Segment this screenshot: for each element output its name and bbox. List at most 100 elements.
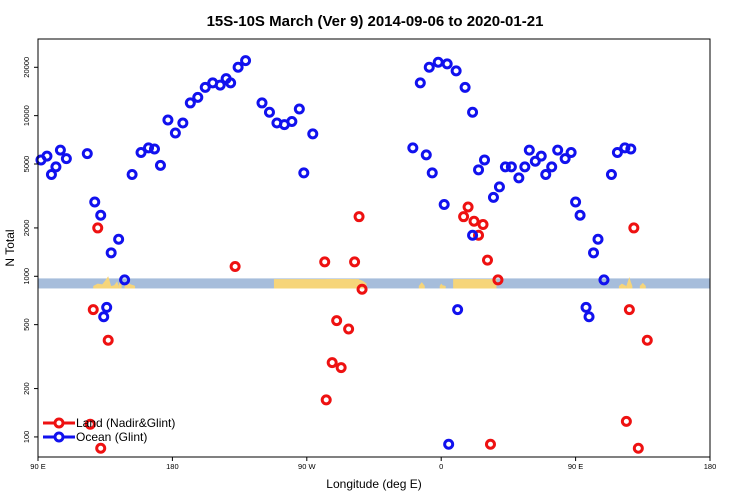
data-point bbox=[441, 58, 453, 70]
data-point bbox=[335, 362, 347, 374]
legend-label: Land (Nadir&Glint) bbox=[76, 416, 175, 430]
legend-item: Ocean (Glint) bbox=[43, 430, 147, 444]
series-ocean bbox=[35, 55, 637, 450]
data-point bbox=[459, 81, 471, 93]
data-point bbox=[143, 142, 155, 154]
data-point bbox=[349, 256, 361, 268]
data-point bbox=[535, 150, 547, 162]
data-point bbox=[60, 153, 72, 165]
data-point bbox=[580, 301, 592, 313]
data-point bbox=[450, 65, 462, 77]
data-point bbox=[477, 219, 489, 231]
data-point bbox=[119, 274, 131, 286]
data-point bbox=[319, 256, 331, 268]
data-point bbox=[473, 229, 485, 241]
legend-swatch-marker bbox=[53, 431, 65, 443]
data-point bbox=[468, 215, 480, 227]
data-point bbox=[293, 103, 305, 115]
data-point bbox=[353, 211, 365, 223]
data-point bbox=[583, 311, 595, 323]
land-band bbox=[38, 276, 710, 289]
data-point bbox=[479, 154, 491, 166]
data-point bbox=[199, 81, 211, 93]
data-point bbox=[320, 394, 332, 406]
data-point bbox=[426, 167, 438, 179]
y-tick-label: 200 bbox=[22, 382, 31, 395]
data-point bbox=[105, 247, 117, 259]
data-point bbox=[84, 418, 96, 430]
data-point bbox=[493, 181, 505, 193]
land-segment bbox=[418, 282, 425, 289]
data-point bbox=[462, 201, 474, 213]
data-point bbox=[95, 209, 107, 221]
data-point bbox=[452, 304, 464, 316]
land-segment bbox=[439, 283, 446, 289]
plot-area bbox=[35, 55, 653, 454]
data-point bbox=[54, 144, 66, 156]
data-point bbox=[214, 79, 226, 91]
x-tick-label: 90 W bbox=[298, 462, 316, 471]
data-point bbox=[570, 196, 582, 208]
data-point bbox=[492, 274, 504, 286]
data-point bbox=[552, 144, 564, 156]
data-point bbox=[420, 149, 432, 161]
data-point bbox=[641, 334, 653, 346]
y-tick-label: 500 bbox=[22, 318, 31, 331]
chart-title: 15S-10S March (Ver 9) 2014-09-06 to 2020… bbox=[207, 13, 544, 30]
data-point bbox=[623, 304, 635, 316]
land-segment bbox=[326, 279, 352, 289]
data-point bbox=[126, 169, 138, 181]
data-point bbox=[438, 198, 450, 210]
data-point bbox=[148, 143, 160, 155]
data-point bbox=[162, 114, 174, 126]
data-point bbox=[620, 415, 632, 427]
data-point bbox=[574, 209, 586, 221]
data-point bbox=[101, 301, 113, 313]
data-point bbox=[540, 169, 552, 181]
x-tick-label: 180 bbox=[166, 462, 179, 471]
series-land bbox=[84, 201, 653, 454]
ocean-band bbox=[38, 278, 710, 289]
data-point bbox=[481, 254, 493, 266]
data-point bbox=[611, 146, 623, 158]
data-point bbox=[135, 146, 147, 158]
y-tick-label: 20000 bbox=[22, 57, 31, 78]
data-point bbox=[92, 222, 104, 234]
legend-item: Land (Nadir&Glint) bbox=[43, 416, 175, 430]
data-point bbox=[467, 229, 479, 241]
land-segment bbox=[639, 282, 646, 289]
data-point bbox=[343, 323, 355, 335]
data-point bbox=[414, 77, 426, 89]
data-point bbox=[523, 144, 535, 156]
data-point bbox=[632, 442, 644, 454]
data-point bbox=[331, 315, 343, 327]
data-point bbox=[286, 115, 298, 127]
data-point bbox=[625, 143, 637, 155]
data-point bbox=[229, 261, 241, 273]
land-segment bbox=[93, 276, 119, 289]
data-point bbox=[546, 161, 558, 173]
y-tick-label: 10000 bbox=[22, 105, 31, 126]
data-point bbox=[505, 161, 517, 173]
x-tick-label: 0 bbox=[439, 462, 443, 471]
data-point bbox=[87, 304, 99, 316]
legend-swatch-marker bbox=[53, 417, 65, 429]
data-point bbox=[169, 127, 181, 139]
y-axis: 100 200 500 1000 2000 5000 10000 20000 bbox=[22, 57, 38, 443]
data-point bbox=[432, 56, 444, 68]
data-point bbox=[588, 247, 600, 259]
data-point bbox=[407, 142, 419, 154]
data-point bbox=[154, 159, 166, 171]
land-segment bbox=[618, 283, 627, 289]
data-point bbox=[326, 357, 338, 369]
data-point bbox=[95, 442, 107, 454]
y-tick-label: 100 bbox=[22, 431, 31, 444]
data-point bbox=[467, 106, 479, 118]
data-point bbox=[592, 233, 604, 245]
data-point bbox=[232, 61, 244, 73]
data-point bbox=[192, 91, 204, 103]
data-point bbox=[519, 161, 531, 173]
data-point bbox=[487, 191, 499, 203]
x-axis: 90 E 180 90 W 0 90 E 180 bbox=[30, 457, 716, 471]
